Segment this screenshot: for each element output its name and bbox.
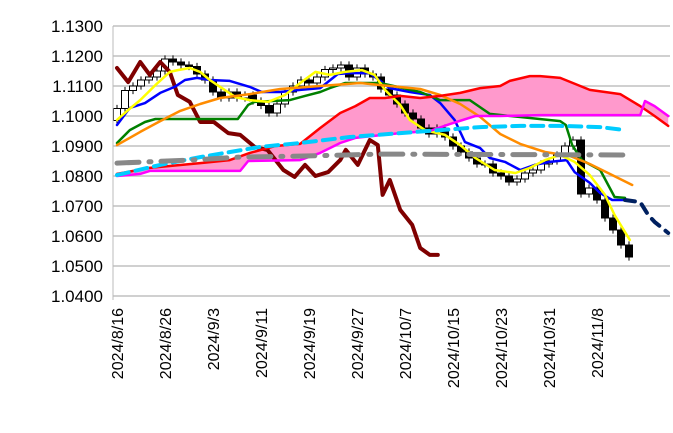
candle	[529, 166, 537, 177]
candle	[121, 86, 129, 113]
candle-body	[609, 217, 617, 231]
x-tick-label: 2024/10/7	[398, 308, 415, 379]
tenkan-line	[115, 71, 627, 202]
candle-body	[145, 76, 153, 81]
candle	[329, 64, 337, 74]
x-tick-label: 2024/9/19	[302, 308, 319, 379]
candle-body	[121, 90, 129, 109]
candle-body	[529, 169, 537, 174]
candle-body	[409, 112, 417, 120]
candle-body	[617, 229, 625, 246]
candle	[609, 214, 617, 234]
candle	[521, 169, 529, 183]
y-tick-label: 1.1100	[52, 77, 103, 96]
candle-body	[585, 187, 593, 195]
x-tick-label: 2024/8/16	[110, 308, 127, 379]
gridlines	[113, 25, 670, 297]
y-axis-ticks: 1.0400 1.0500 1.0600 1.0700 1.0800 1.0900 1.10…	[51, 17, 103, 306]
candle-body	[601, 199, 609, 219]
y-tick-label: 1.0900	[51, 137, 103, 156]
x-tick-label: 2024/9/27	[350, 308, 367, 379]
candle	[337, 61, 345, 72]
candle-body	[265, 105, 273, 114]
candle	[409, 109, 417, 123]
y-tick-label: 1.1000	[51, 107, 103, 126]
x-tick-label: 2024/9/3	[206, 308, 223, 370]
x-tick-label: 2024/10/15	[446, 308, 463, 388]
x-tick-label: 2024/11/8	[590, 308, 607, 378]
senkou-a-line	[115, 74, 670, 176]
candle	[169, 55, 177, 66]
candle-body	[513, 178, 521, 183]
cyan-dashed-line	[115, 123, 627, 178]
candle	[601, 196, 609, 222]
y-tick-label: 1.1200	[51, 47, 103, 66]
candle	[625, 241, 633, 261]
candle	[313, 73, 321, 87]
candle-body	[337, 64, 345, 69]
candle	[137, 76, 145, 90]
candle	[177, 58, 185, 69]
candle-body	[313, 76, 321, 84]
y-tick-label: 1.0500	[51, 257, 103, 276]
candle-body	[153, 70, 161, 78]
candle	[153, 67, 161, 81]
candle-body	[305, 79, 313, 84]
candle	[585, 184, 593, 198]
gray-dashdot-line	[114, 151, 628, 166]
candle	[129, 82, 137, 95]
y-tick-label: 1.0700	[51, 197, 103, 216]
candle-body	[625, 244, 633, 258]
candle-body	[521, 172, 529, 180]
candle-body	[185, 64, 193, 67]
candle-body	[177, 61, 185, 66]
cloud-fill	[117, 76, 669, 176]
x-tick-label: 2024/10/23	[494, 308, 511, 388]
indicator-lines	[114, 60, 671, 257]
candle-body	[497, 172, 505, 177]
x-tick-label: 2024/10/31	[542, 308, 559, 388]
candle	[257, 97, 265, 110]
y-tick-label: 1.0800	[51, 167, 103, 186]
x-tick-label: 2024/9/11	[254, 308, 271, 378]
candle	[513, 175, 521, 186]
candle-body	[329, 67, 337, 70]
y-tick-label: 1.0400	[51, 287, 103, 306]
y-tick-label: 1.0600	[51, 227, 103, 246]
candle-body	[169, 58, 177, 63]
candle-body	[129, 85, 137, 91]
candle-body	[505, 175, 513, 183]
candle	[265, 101, 273, 117]
x-axis-ticks: 2024/8/16 2024/8/26 2024/9/3 2024/9/11 2024/…	[110, 308, 607, 388]
ichimoku-cloud	[117, 76, 669, 176]
candle	[505, 172, 513, 186]
ma-short-line	[115, 66, 632, 242]
navy-dashed-line	[623, 198, 671, 235]
candle	[273, 100, 281, 117]
x-tick-label: 2024/8/26	[158, 308, 175, 379]
candle-body	[273, 103, 281, 114]
candle	[617, 226, 625, 249]
candle-body	[137, 79, 145, 87]
y-tick-label: 1.1300	[51, 17, 103, 36]
